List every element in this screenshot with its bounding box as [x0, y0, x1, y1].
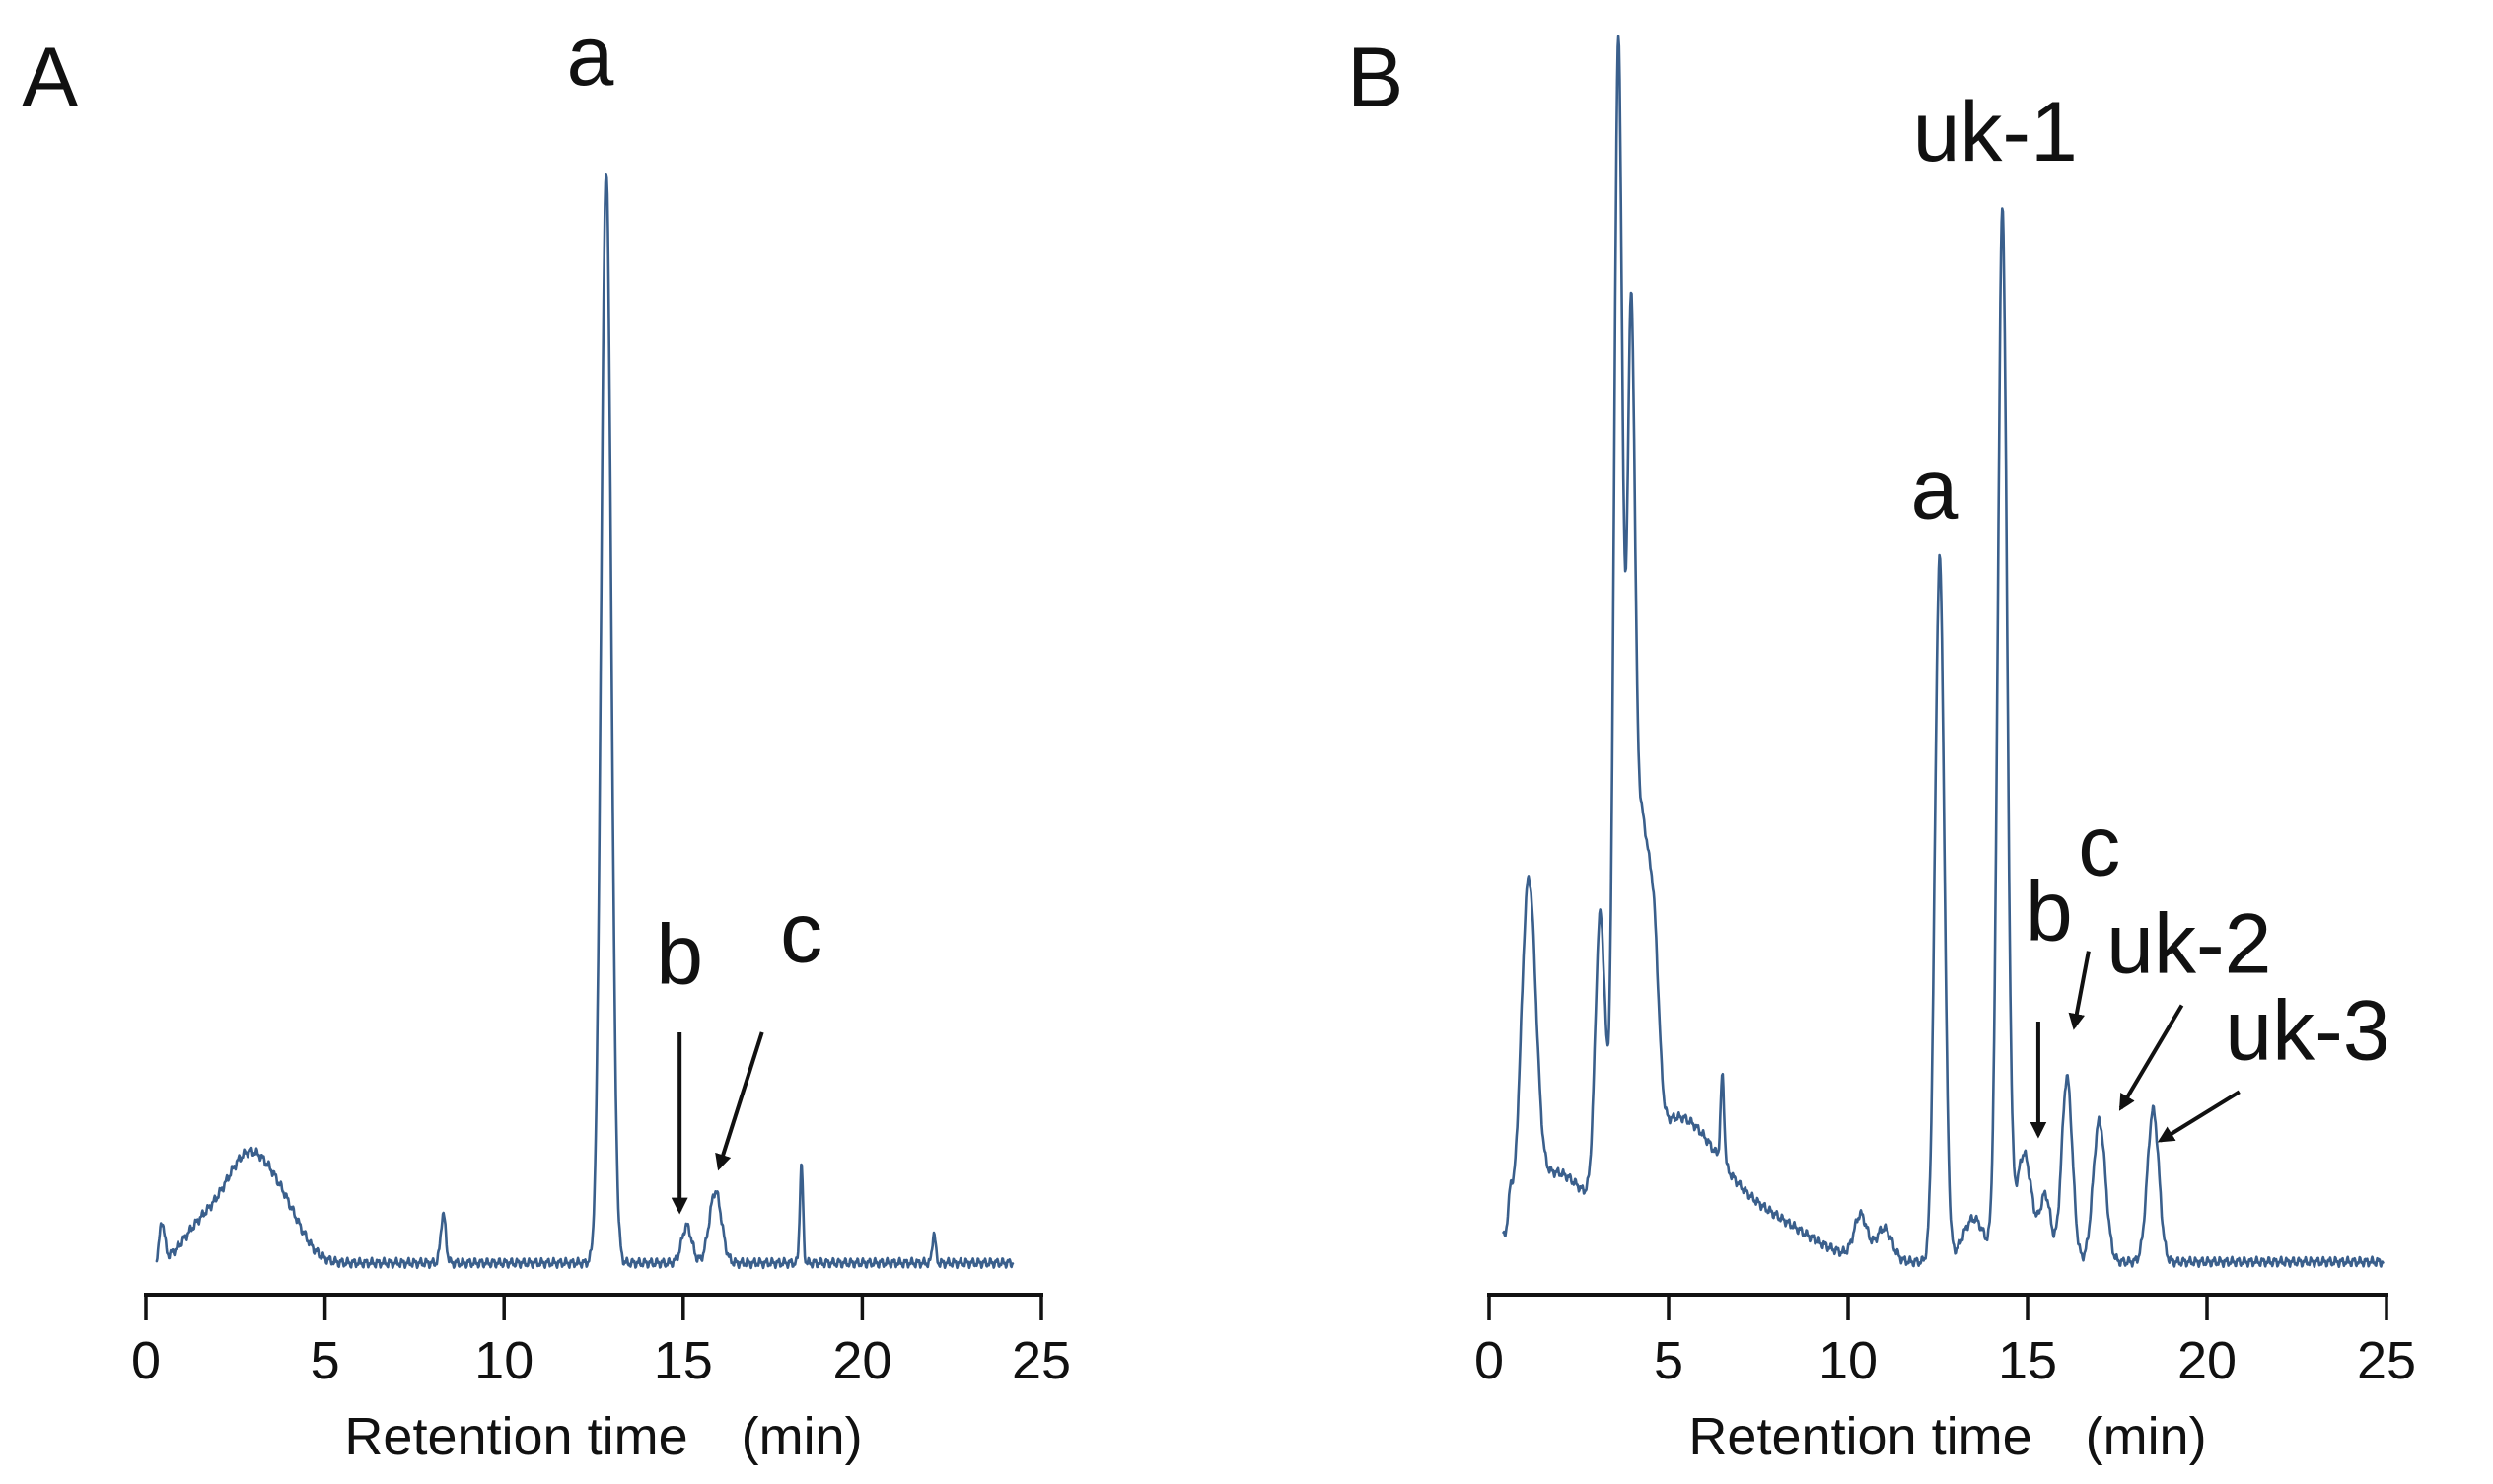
- arrow-group: [671, 1031, 764, 1215]
- x-tick-label: 0: [131, 1331, 161, 1390]
- peak-label: uk-1: [1913, 85, 2078, 179]
- arrow-group: [2030, 951, 2241, 1143]
- x-tick-label: 20: [832, 1331, 891, 1390]
- x-tick-label: 25: [1012, 1331, 1071, 1390]
- panel-a: A a b c 0 5 10 15 20 25 Retention time (min): [22, 9, 1071, 1466]
- x-tick-label: 15: [1998, 1331, 2057, 1390]
- peak-label: a: [566, 9, 613, 104]
- chromatogram-trace: [155, 173, 1015, 1270]
- chromatogram-trace: [1502, 35, 2385, 1268]
- x-tick-label: 5: [1654, 1331, 1683, 1390]
- x-axis-title: Retention time (min): [1688, 1407, 2206, 1466]
- x-tick-group: 0 5 10 15 20 25: [1474, 1295, 2416, 1390]
- peak-arrow: [2118, 1004, 2184, 1111]
- peak-label-group: a b c: [566, 9, 822, 1002]
- peak-arrow: [2157, 1090, 2241, 1143]
- x-tick-label: 5: [311, 1331, 340, 1390]
- x-tick-label: 20: [2177, 1331, 2237, 1390]
- panel-label: A: [22, 31, 79, 125]
- x-tick-label: 10: [1818, 1331, 1878, 1390]
- peak-label: b: [2026, 865, 2073, 959]
- peak-label: uk-3: [2225, 983, 2389, 1078]
- peak-label: c: [780, 886, 822, 981]
- x-tick-label: 15: [654, 1331, 713, 1390]
- peak-label: a: [1910, 442, 1958, 536]
- x-tick-label: 25: [2357, 1331, 2416, 1390]
- x-tick-label: 0: [1474, 1331, 1504, 1390]
- peak-label: uk-2: [2106, 897, 2271, 992]
- panel-label: B: [1347, 31, 1403, 125]
- peak-label: c: [2078, 800, 2120, 894]
- x-tick-label: 10: [474, 1331, 534, 1390]
- peak-label: b: [656, 908, 703, 1003]
- peak-arrow: [2068, 951, 2091, 1030]
- peak-arrow: [715, 1031, 764, 1171]
- x-axis-title: Retention time (min): [344, 1407, 862, 1466]
- x-tick-group: 0 5 10 15 20 25: [131, 1295, 1071, 1390]
